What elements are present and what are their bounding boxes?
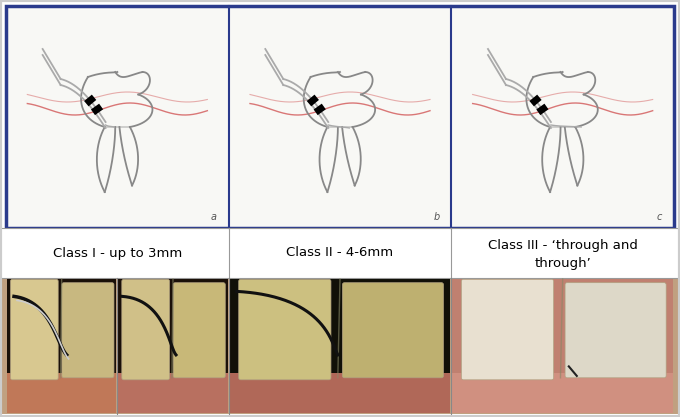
FancyBboxPatch shape: [239, 279, 331, 380]
Text: Class I - up to 3mm: Class I - up to 3mm: [53, 246, 182, 259]
FancyBboxPatch shape: [461, 279, 554, 380]
Bar: [118, 373, 228, 413]
Bar: [7, 373, 116, 413]
Bar: [452, 373, 673, 413]
Text: through’: through’: [534, 256, 591, 269]
Text: a: a: [211, 212, 217, 222]
Bar: [230, 279, 450, 413]
Text: Class II - 4-6mm: Class II - 4-6mm: [286, 246, 394, 259]
FancyBboxPatch shape: [565, 283, 666, 378]
Bar: [118, 279, 228, 413]
FancyBboxPatch shape: [122, 279, 169, 380]
Bar: [452, 279, 673, 413]
Bar: [6, 6, 674, 228]
Text: b: b: [433, 212, 439, 222]
Text: Class III - ‘through and: Class III - ‘through and: [488, 239, 638, 252]
FancyBboxPatch shape: [10, 279, 58, 380]
Text: c: c: [656, 212, 662, 222]
FancyBboxPatch shape: [343, 283, 443, 378]
Bar: [7, 279, 116, 413]
Bar: [0, 228, 680, 278]
Bar: [230, 373, 450, 413]
FancyBboxPatch shape: [173, 283, 225, 378]
FancyBboxPatch shape: [62, 283, 114, 378]
Bar: [0, 278, 680, 414]
